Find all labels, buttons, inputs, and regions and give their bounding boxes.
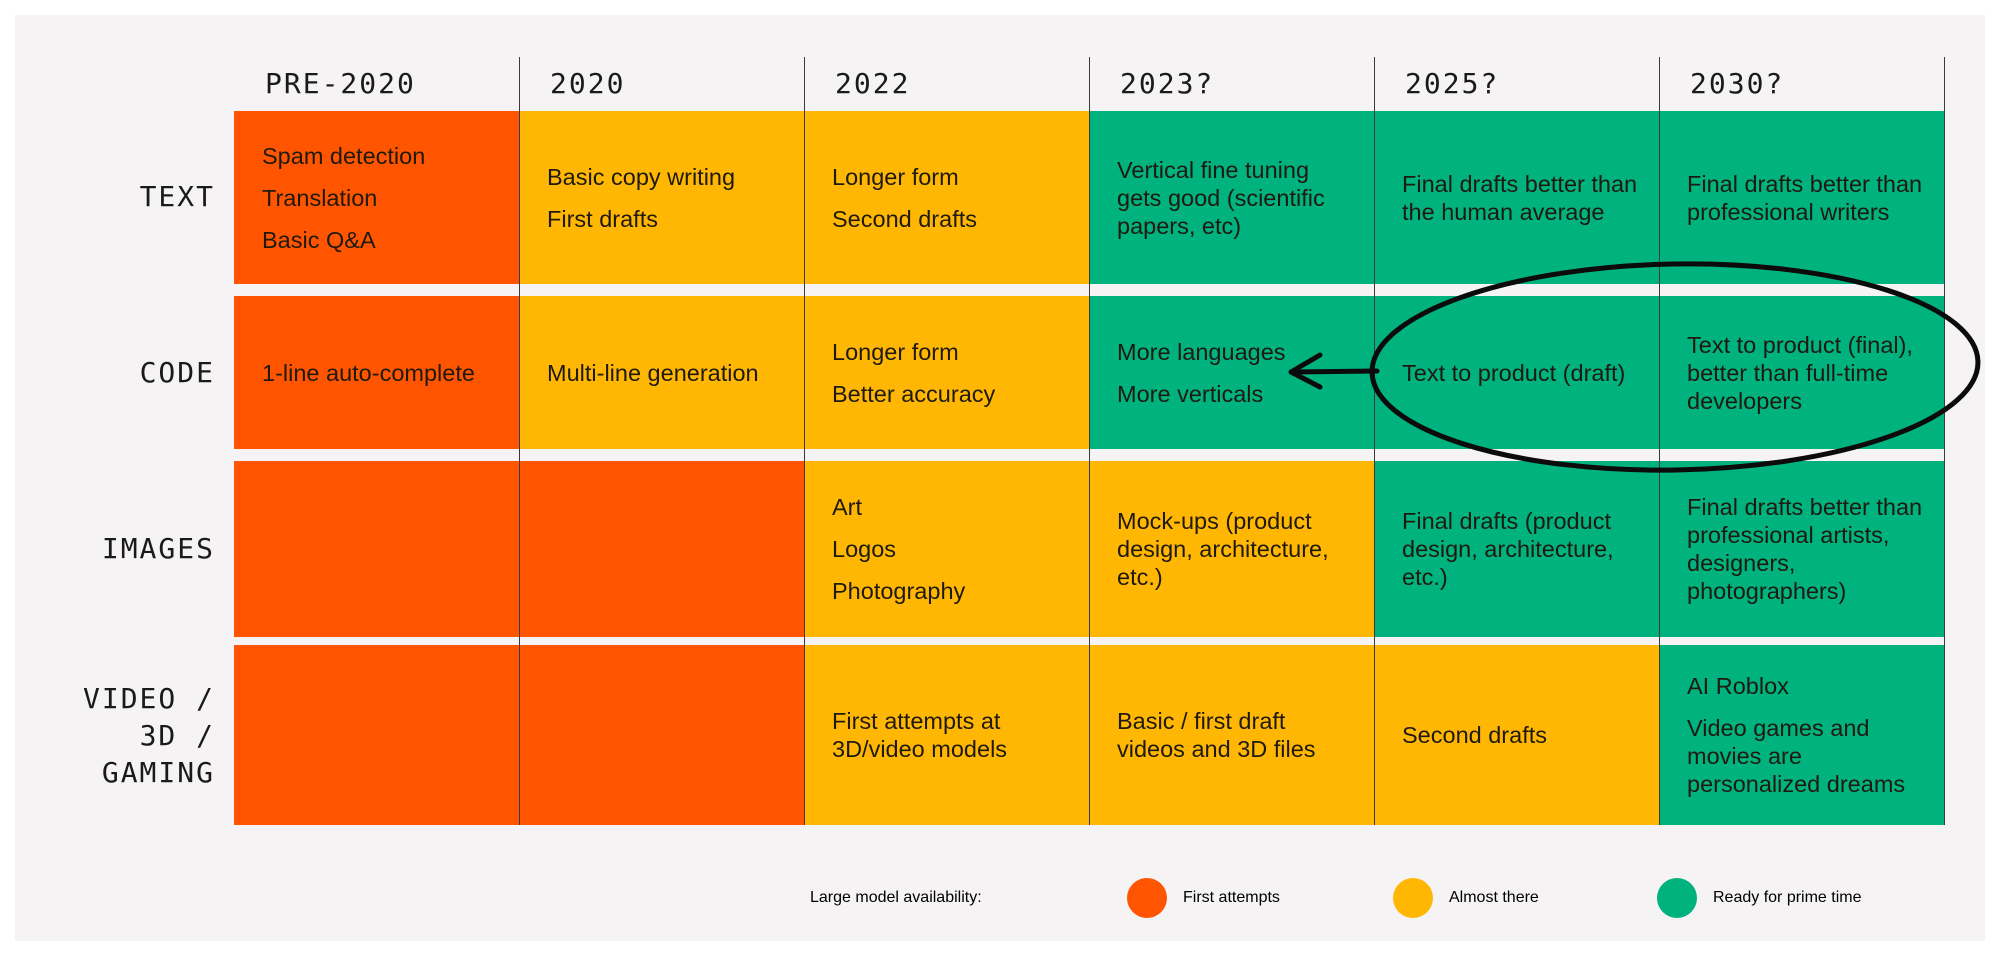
cell-text-pre-2020: Spam detection Translation Basic Q&A	[234, 111, 519, 284]
cell-images-2023: Mock-ups (product design, architecture, …	[1089, 461, 1374, 637]
cell-text: Photography	[832, 578, 966, 604]
cell-text: Better accuracy	[832, 380, 996, 407]
cell-text-2030: Final drafts better than professional wr…	[1659, 111, 1944, 284]
cell-text: First drafts	[547, 205, 658, 232]
roadmap-panel: PRE-2020 2020 2022 2023? 2025? 2030? TEX…	[15, 15, 1985, 941]
legend-item-first-attempts: First attempts	[1127, 875, 1280, 921]
cell-text: Final drafts better than the human avera…	[1402, 170, 1638, 225]
cell-text: Final drafts better than professional wr…	[1687, 170, 1923, 225]
legend-label: Ready for prime time	[1713, 889, 1862, 906]
column-divider	[804, 57, 805, 825]
cell-code-2025: Text to product (draft)	[1374, 296, 1659, 449]
cell-video-3d-gaming-2030: AI Roblox Video games and movies are pers…	[1659, 645, 1944, 825]
orange-dot-icon	[1127, 878, 1167, 918]
cell-text: Translation	[262, 184, 378, 211]
cell-text: Second drafts	[832, 205, 978, 232]
cell-text: Basic / first draft videos and 3D files	[1117, 708, 1316, 762]
cell-text: More verticals	[1117, 380, 1264, 407]
cell-text-2020: Basic copy writing First drafts	[519, 111, 804, 284]
row-label-code: CODE	[139, 356, 215, 389]
cell-images-2022: Art Logos Photography	[804, 461, 1089, 637]
cell-code-2023: More languages More verticals	[1089, 296, 1374, 449]
column-divider	[1374, 57, 1375, 825]
cell-text: Logos	[832, 536, 897, 562]
column-header-2022: 2022	[835, 66, 911, 100]
cell-text: Text to product (draft)	[1402, 359, 1626, 386]
cell-text: Multi-line generation	[547, 359, 759, 386]
cell-text: More languages	[1117, 338, 1286, 365]
legend-item-almost-there: Almost there	[1393, 875, 1539, 921]
cell-text-2023: Vertical fine tuning gets good (scientif…	[1089, 111, 1374, 284]
cell-text: Final drafts (product design, architectu…	[1402, 508, 1614, 590]
cell-video-3d-gaming-2022: First attempts at 3D/video models	[804, 645, 1089, 825]
cell-video-3d-gaming-2020	[519, 645, 804, 825]
legend-label: Almost there	[1449, 889, 1539, 906]
cell-text: Mock-ups (product design, architecture, …	[1117, 508, 1329, 590]
cell-text: Text to product (final), better than ful…	[1687, 331, 1913, 414]
cell-text-2025: Final drafts better than the human avera…	[1374, 111, 1659, 284]
cell-text: Basic Q&A	[262, 226, 376, 253]
cell-text: 1-line auto-complete	[262, 359, 475, 386]
column-header-2020: 2020	[550, 66, 626, 100]
row-label-video-3d-gaming: VIDEO / 3D / GAMING	[82, 681, 215, 789]
cell-video-3d-gaming-pre-2020	[234, 645, 519, 825]
cell-text: Spam detection	[262, 142, 426, 169]
column-divider	[1659, 57, 1660, 825]
cell-text: Art	[832, 494, 863, 520]
column-header-2025: 2025?	[1405, 66, 1500, 100]
cell-images-2025: Final drafts (product design, architectu…	[1374, 461, 1659, 637]
yellow-dot-icon	[1393, 878, 1433, 918]
green-dot-icon	[1657, 878, 1697, 918]
column-divider	[519, 57, 520, 825]
cell-code-2030: Text to product (final), better than ful…	[1659, 296, 1944, 449]
cell-images-pre-2020	[234, 461, 519, 637]
cell-text: Video games and movies are personalized …	[1687, 715, 1906, 797]
cell-images-2020	[519, 461, 804, 637]
row-label-text: TEXT	[139, 180, 215, 213]
cell-text: Longer form	[832, 163, 959, 190]
cell-text-2022: Longer form Second drafts	[804, 111, 1089, 284]
row-label-images: IMAGES	[101, 532, 215, 565]
column-header-2023: 2023?	[1120, 66, 1215, 100]
legend-item-ready-for-prime-time: Ready for prime time	[1657, 875, 1862, 921]
column-divider	[1944, 57, 1945, 825]
column-header-2030: 2030?	[1690, 66, 1785, 100]
legend-label: First attempts	[1183, 889, 1280, 906]
cell-video-3d-gaming-2025: Second drafts	[1374, 645, 1659, 825]
legend-title: Large model availability:	[810, 889, 982, 906]
cell-text: Second drafts	[1402, 722, 1548, 748]
column-header-pre-2020: PRE-2020	[265, 66, 416, 100]
cell-images-2030: Final drafts better than professional ar…	[1659, 461, 1944, 637]
cell-text: Basic copy writing	[547, 163, 736, 190]
cell-code-pre-2020: 1-line auto-complete	[234, 296, 519, 449]
cell-video-3d-gaming-2023: Basic / first draft videos and 3D files	[1089, 645, 1374, 825]
cell-code-2020: Multi-line generation	[519, 296, 804, 449]
cell-text: First attempts at 3D/video models	[832, 708, 1008, 762]
cell-text: Final drafts better than professional ar…	[1687, 494, 1923, 604]
cell-code-2022: Longer form Better accuracy	[804, 296, 1089, 449]
cell-text: AI Roblox	[1687, 673, 1789, 699]
cell-text: Longer form	[832, 338, 959, 365]
column-divider	[1089, 57, 1090, 825]
cell-text: Vertical fine tuning gets good (scientif…	[1117, 156, 1325, 239]
